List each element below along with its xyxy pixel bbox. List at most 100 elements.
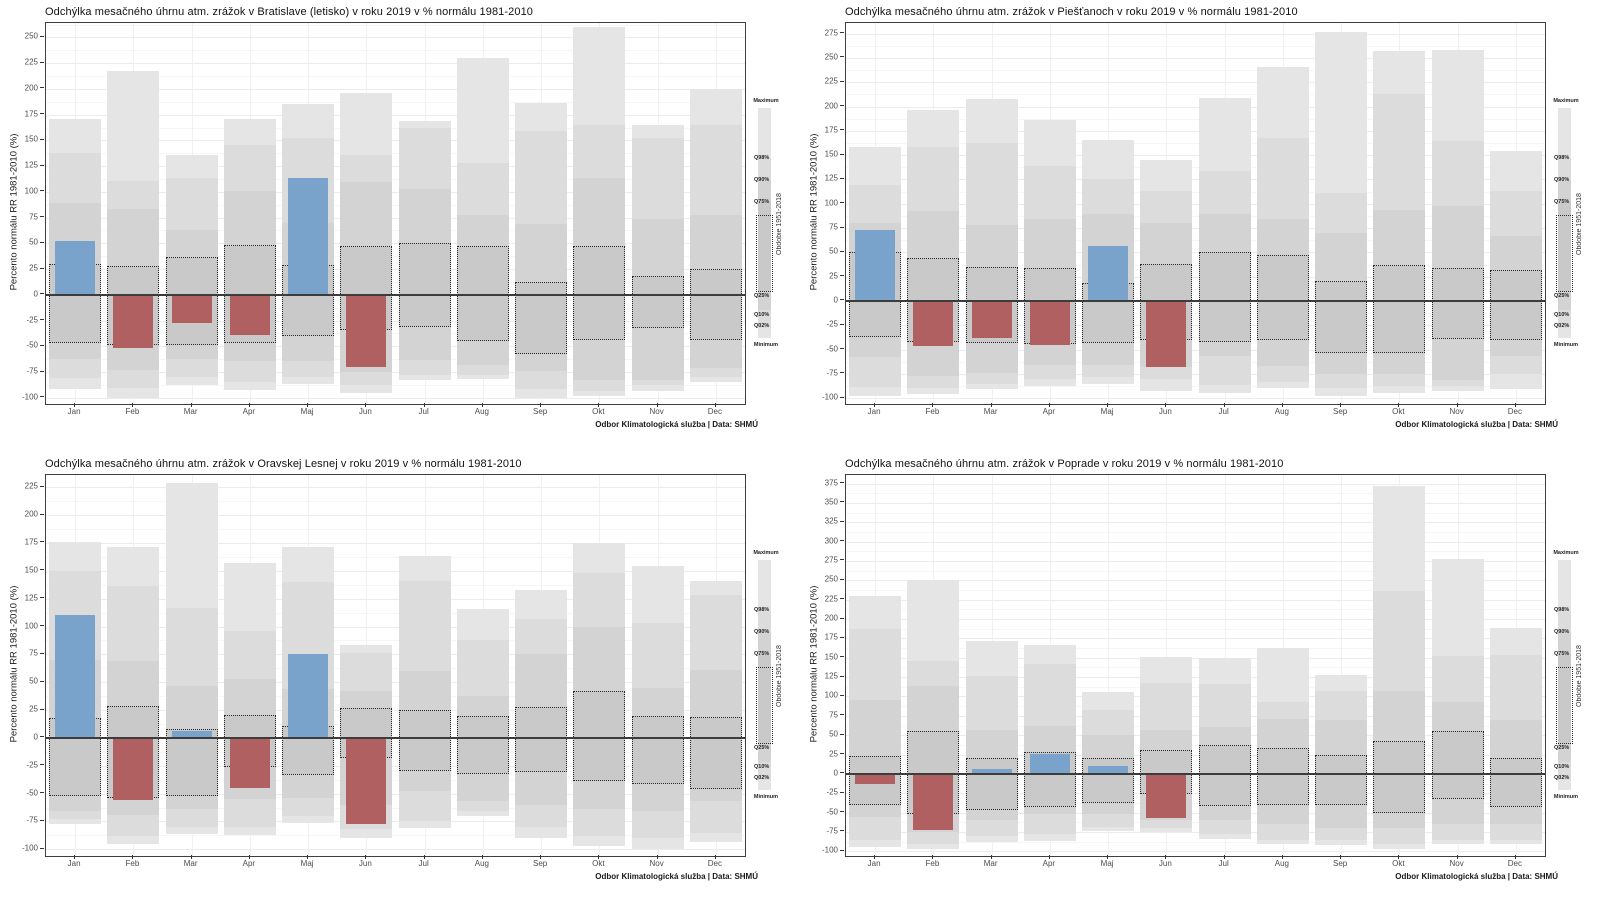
x-tick-mark [714, 403, 716, 407]
gridline-minor [46, 24, 745, 26]
gridline-major [846, 851, 1545, 853]
y-tick-label: 250 [24, 31, 38, 41]
gridline-major [46, 243, 745, 245]
gridline-minor [46, 153, 745, 155]
x-tick-label: Sep [1333, 407, 1348, 416]
legend-band-segment [758, 610, 771, 632]
x-tick-mark [1281, 855, 1283, 859]
gridline-major [46, 626, 745, 628]
legend-band-segment [1558, 610, 1571, 632]
y-tick-label: -25 [826, 787, 838, 797]
gridline-major [846, 541, 1545, 543]
x-tick-mark [1398, 403, 1400, 407]
chart-title: Odchýlka mesačného úhrnu atm. zrážok v B… [45, 6, 534, 18]
gridline-minor [46, 50, 745, 52]
x-tick-mark [248, 403, 250, 407]
iqr-box-q25-q75 [456, 715, 509, 774]
y-tick-label: 0 [833, 768, 838, 778]
y-tick-mark [40, 764, 44, 766]
y-tick-label: 50 [829, 246, 838, 256]
value-bar-negative [971, 300, 1012, 338]
x-tick-label: Apr [1042, 407, 1056, 416]
x-tick-mark [656, 855, 658, 859]
x-tick-label: Maj [1100, 407, 1114, 416]
gridline-major [46, 191, 745, 193]
x-tick-mark [1281, 403, 1283, 407]
value-bar-negative [1146, 773, 1187, 819]
x-tick-mark [1048, 855, 1050, 859]
y-tick-label: 125 [824, 671, 838, 681]
legend-band-segment [1558, 158, 1571, 180]
gridline-major [46, 793, 745, 795]
chart-card-piestany: Odchýlka mesačného úhrnu atm. zrážok v P… [800, 0, 1600, 452]
gridline-major [46, 63, 745, 65]
gridline-major [846, 502, 1545, 504]
quantile-legend: Maximum Q98% Q90% Q75% Q25% Q10% Q02% Minimum Ob… [752, 550, 798, 806]
value-bar-negative [855, 773, 896, 784]
y-tick-mark [40, 61, 44, 63]
gridline-major [46, 515, 745, 517]
x-tick-label: Mar [983, 859, 998, 868]
y-tick-label: 350 [824, 497, 838, 507]
y-tick-mark [840, 105, 844, 107]
legend-band-segment [1558, 310, 1571, 328]
gridline-minor [46, 230, 745, 232]
gridline-major [846, 831, 1545, 833]
gridline-major [846, 398, 1545, 400]
gridline-major [846, 483, 1545, 485]
x-tick-mark [132, 855, 134, 859]
gridline-major [46, 114, 745, 116]
legend-quantile-label: Q98% [754, 155, 770, 161]
x-tick-mark [74, 855, 76, 859]
legend-band-segment [1558, 180, 1571, 202]
y-tick-label: 0 [33, 289, 38, 299]
legend-band-segment [1558, 202, 1571, 292]
legend-quantile-label: Q02% [754, 775, 770, 781]
gridline-major [846, 619, 1545, 621]
legend-quantile-label: Q75% [1554, 651, 1570, 657]
gridline-major [846, 812, 1545, 814]
gridline-major [846, 754, 1545, 756]
x-tick-label: Jul [1218, 859, 1229, 868]
gridline-minor [46, 696, 745, 698]
gridline-minor [846, 70, 1545, 72]
value-bar-negative [113, 294, 154, 349]
x-tick-mark [1165, 855, 1167, 859]
x-tick-label: Aug [474, 859, 489, 868]
legend-band-segment [758, 292, 771, 310]
y-tick-label: 100 [24, 621, 38, 630]
value-bar-positive [55, 241, 96, 295]
legend-band-segment [1558, 762, 1571, 780]
x-tick-mark [190, 855, 192, 859]
x-tick-mark [1340, 855, 1342, 859]
value-bar-negative [229, 737, 270, 789]
y-tick-label: 200 [824, 613, 838, 623]
gridline-minor [846, 240, 1545, 242]
gridline-minor [846, 191, 1545, 193]
iqr-box-q25-q75 [1198, 745, 1251, 806]
y-tick-mark [40, 267, 44, 269]
gridline-minor [846, 288, 1545, 290]
y-tick-label: 225 [824, 76, 838, 86]
gridline-major [46, 217, 745, 219]
gridline-minor [846, 386, 1545, 388]
gridline-minor [846, 822, 1545, 824]
x-tick-mark [990, 855, 992, 859]
gridline-major [46, 710, 745, 712]
x-tick-mark [714, 855, 716, 859]
legend-quantile-label: Q98% [1554, 607, 1570, 613]
y-tick-label: 75 [829, 222, 838, 232]
iqr-box-q25-q75 [1489, 269, 1542, 340]
legend-quantile-label: Q02% [1554, 775, 1570, 781]
y-tick-label: 300 [824, 536, 838, 546]
x-tick-mark [932, 855, 934, 859]
y-tick-mark [840, 177, 844, 179]
iqr-box-q25-q75 [631, 276, 684, 328]
gridline-minor [846, 764, 1545, 766]
gridline-major [46, 372, 745, 374]
y-tick-mark [840, 56, 844, 58]
y-tick-label: 75 [29, 212, 38, 222]
y-tick-label: 0 [833, 295, 838, 305]
gridline-major [46, 598, 745, 600]
value-bar-negative [346, 737, 387, 824]
